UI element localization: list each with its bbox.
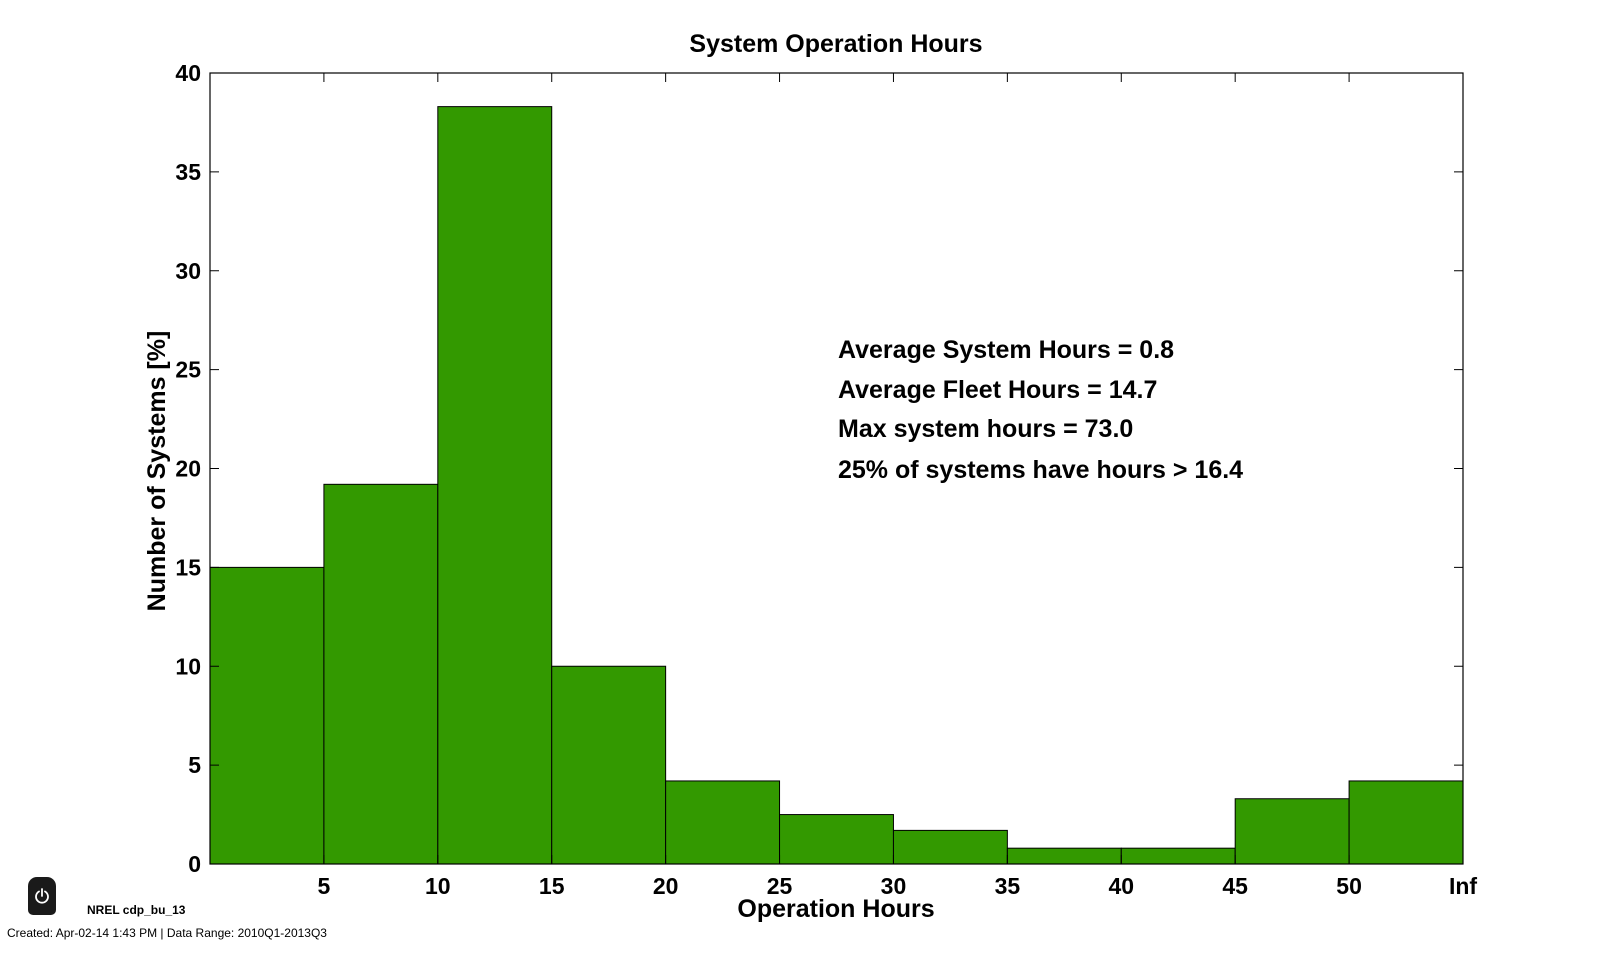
bar-1 [209, 566, 325, 865]
y-tick-label: 10 [175, 653, 201, 679]
footer-created-text: Created: Apr-02-14 1:43 PM | Data Range:… [7, 926, 327, 940]
x-tick-label: 10 [425, 873, 451, 899]
y-tick-label: 15 [175, 554, 201, 580]
annotation-max-system-hours: Max system hours = 73.0 [838, 415, 1133, 443]
x-tick-label: 5 [318, 873, 331, 899]
x-tick-label: 20 [653, 873, 679, 899]
y-tick-label: 0 [188, 851, 201, 877]
annotation-avg-fleet-hours: Average Fleet Hours = 14.7 [838, 376, 1157, 404]
y-tick-label: 5 [188, 752, 201, 778]
bar-8 [1006, 847, 1122, 865]
plot-frame [209, 72, 1464, 865]
annotation-block: Average System Hours = 0.8 Average Fleet… [838, 336, 1243, 484]
bar-4 [551, 665, 667, 865]
bar-6 [779, 814, 894, 865]
bar-3 [437, 106, 553, 865]
x-tick-label: 50 [1336, 873, 1362, 899]
annotation-quartile-hours: 25% of systems have hours > 16.4 [838, 456, 1243, 484]
bar-2 [323, 483, 439, 865]
y-tick-label: 30 [175, 258, 201, 284]
bar-11 [1348, 780, 1464, 865]
bars-group [209, 106, 1464, 865]
x-tick-labels: 5 10 15 20 25 30 35 40 45 50 Inf [318, 873, 1478, 899]
x-tick-label: 40 [1108, 873, 1134, 899]
x-tick-label: 35 [995, 873, 1021, 899]
chart-title: System Operation Hours [689, 30, 982, 58]
y-tick-label: 25 [175, 357, 201, 383]
x-tick-label: 30 [881, 873, 907, 899]
y-axis-label: Number of Systems [%] [143, 331, 171, 612]
y-tick-labels: 0 5 10 15 20 25 30 35 40 [175, 60, 201, 877]
bar-5 [665, 780, 781, 865]
bar-10 [1234, 798, 1350, 865]
bar-9 [1120, 847, 1236, 865]
annotation-avg-system-hours: Average System Hours = 0.8 [838, 336, 1174, 364]
y-tick-label: 35 [175, 159, 201, 185]
x-tick-label: 15 [539, 873, 565, 899]
power-icon [28, 877, 56, 915]
x-tick-label: 25 [767, 873, 793, 899]
x-axis-label: Operation Hours [737, 895, 934, 923]
footer-id-label: NREL cdp_bu_13 [87, 903, 186, 917]
y-tick-label: 20 [175, 456, 201, 482]
bar-7 [892, 829, 1008, 865]
x-tick-label: Inf [1449, 873, 1477, 899]
x-tick-label: 45 [1222, 873, 1248, 899]
y-tick-label: 40 [175, 60, 201, 86]
